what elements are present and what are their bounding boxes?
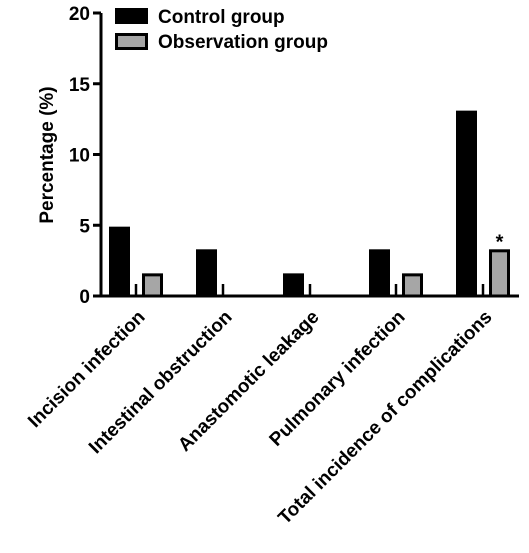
y-tick-label: 0 bbox=[79, 287, 90, 308]
bar-observation-group-pulmonary-infection bbox=[402, 273, 423, 298]
y-tick-label: 10 bbox=[69, 146, 90, 167]
y-axis: 0 5 10 15 20 bbox=[69, 4, 103, 308]
legend: Control group Observation group bbox=[115, 7, 328, 53]
bar-control-group-incision-infection bbox=[109, 226, 130, 296]
bar-control-group-pulmonary-infection bbox=[369, 249, 390, 296]
legend-swatch-control-group bbox=[115, 8, 148, 24]
bar-control-group-intestinal-obstruction bbox=[196, 249, 217, 296]
y-tick-label: 5 bbox=[79, 216, 90, 237]
significance-marker: * bbox=[496, 231, 504, 253]
x-tick-label-anastomotic-leakage: Anastomotic leakage bbox=[174, 307, 323, 456]
legend-label-control-group: Control group bbox=[158, 7, 285, 28]
bar-control-group-total-incidence-of-complications bbox=[456, 110, 477, 296]
y-tick-label: 15 bbox=[69, 75, 91, 96]
legend-label-observation-group: Observation group bbox=[158, 32, 328, 53]
y-axis-title: Percentage (%) bbox=[37, 86, 58, 223]
bars: * bbox=[109, 110, 510, 298]
legend-swatch-observation-group bbox=[115, 33, 148, 50]
x-tick-label-intestinal-obstruction: Intestinal obstruction bbox=[85, 307, 236, 458]
y-tick-label: 20 bbox=[69, 4, 90, 25]
bar-control-group-anastomotic-leakage bbox=[283, 273, 304, 296]
bar-observation-group-total-incidence-of-complications bbox=[489, 249, 510, 298]
bar-observation-group-incision-infection bbox=[142, 273, 163, 298]
